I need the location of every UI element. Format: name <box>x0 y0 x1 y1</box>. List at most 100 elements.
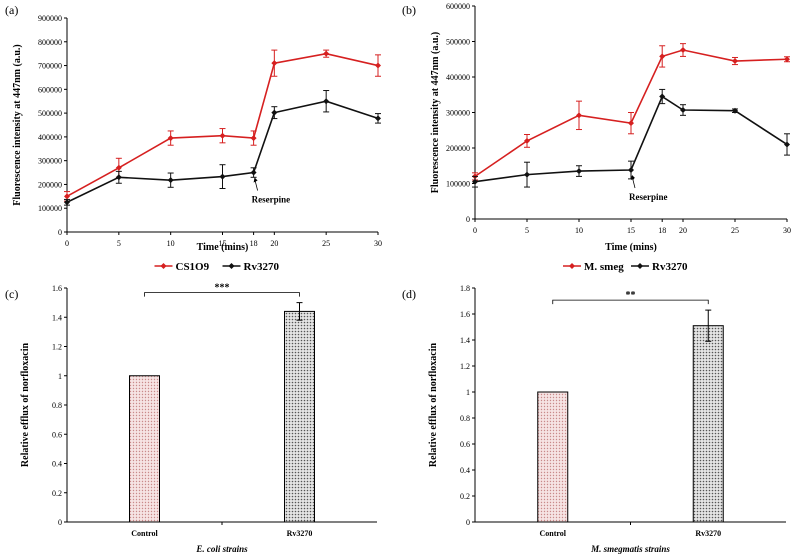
data-point <box>219 132 226 139</box>
y-tick-label: 300000 <box>446 109 470 118</box>
x-tick-label: 5 <box>525 226 529 235</box>
y-tick-label: 0.6 <box>52 430 62 439</box>
data-point <box>576 112 582 119</box>
x-axis-title: Time (mins) <box>197 242 249 253</box>
data-point <box>628 120 634 127</box>
legend-marker <box>160 263 167 269</box>
significance-label: *** <box>215 283 230 294</box>
y-tick-label: 700000 <box>38 62 62 71</box>
series-line <box>66 52 379 198</box>
legend-marker <box>228 263 235 269</box>
significance-bracket <box>144 292 300 297</box>
y-tick-label: 1.8 <box>460 284 470 293</box>
y-tick-label: 400000 <box>446 73 470 82</box>
series-cs1o9 <box>64 49 381 202</box>
y-tick-label: 1.6 <box>460 310 470 319</box>
data-point <box>784 141 790 148</box>
legend: M. smeg Rv3270 <box>563 261 688 273</box>
data-point <box>732 58 738 65</box>
data-point <box>115 164 122 171</box>
y-tick-label: 1 <box>466 388 470 397</box>
y-tick-label: 0.8 <box>52 401 62 410</box>
data-point <box>271 60 278 67</box>
data-point <box>375 115 381 122</box>
data-point <box>250 135 257 142</box>
y-tick-label: 1 <box>58 372 62 381</box>
data-point <box>115 174 122 181</box>
x-tick-label: 0 <box>65 239 69 248</box>
panel-d: (d) 0 0.2 0.4 0.6 0.8 1 1.2 1.4 1.6 1.8 Relative ef… <box>402 284 786 554</box>
series-rv3270 <box>472 88 790 188</box>
y-tick-label: 0 <box>466 215 470 224</box>
annotation-text: Reserpine <box>629 192 668 202</box>
data-point <box>167 135 174 142</box>
y-axis-title: Fluorescence intensity at 447nm (a.u.) <box>12 44 23 205</box>
data-point <box>732 107 738 114</box>
series-line <box>474 49 788 178</box>
y-tick-label: 1.4 <box>52 313 62 322</box>
x-axis-title: M. smegmatis strains <box>590 544 670 554</box>
x-tick-label: 30 <box>374 239 382 248</box>
y-tick-label: 0 <box>58 228 62 237</box>
x-axis-title: Time (mins) <box>605 242 657 253</box>
x-tick-label: Control <box>131 529 158 538</box>
panel-label: (c) <box>5 287 18 301</box>
data-point <box>271 109 278 116</box>
bar-control <box>537 391 569 523</box>
y-tick-label: 0.4 <box>52 460 62 469</box>
series-line <box>66 100 379 203</box>
annotation-arrowhead <box>253 177 258 183</box>
data-point <box>680 47 686 54</box>
y-axis-title: Relative efflux of norfloxacin <box>20 342 31 467</box>
data-point <box>375 62 381 69</box>
y-tick-label: 800000 <box>38 38 62 47</box>
y-tick-label: 0.6 <box>460 440 470 449</box>
y-tick-label: 200000 <box>446 144 470 153</box>
annotation-arrowhead <box>631 175 635 181</box>
y-tick-label: 0.4 <box>460 466 470 475</box>
y-axis-title: Fluorescence intensity at 447nm (a.u.) <box>430 32 441 193</box>
legend-entry: Rv3270 <box>652 261 688 273</box>
x-tick-label: Control <box>539 529 566 538</box>
y-tick-label: 0.8 <box>460 414 470 423</box>
series-line <box>474 95 788 183</box>
data-point <box>524 137 530 144</box>
panel-label: (d) <box>402 287 416 301</box>
panel-b: (b) 0 100000 200000 300000 400000 500000 600000… <box>402 2 791 273</box>
data-point <box>659 53 666 60</box>
data-point <box>576 168 582 175</box>
data-point <box>659 93 666 100</box>
series-rv3270 <box>64 90 381 206</box>
bar-rv3270 <box>284 310 315 523</box>
x-tick-label: 10 <box>575 226 583 235</box>
significance-label: ** <box>626 290 636 301</box>
y-tick-label: 1.4 <box>460 336 470 345</box>
y-tick-label: 0.2 <box>460 492 470 501</box>
data-point <box>64 199 70 206</box>
y-tick-label: 100000 <box>446 180 470 189</box>
x-tick-label: 5 <box>117 239 121 248</box>
x-tick-label: 20 <box>679 226 687 235</box>
data-point <box>64 193 70 200</box>
x-tick-label: 18 <box>658 226 666 235</box>
y-tick-label: 500000 <box>446 38 470 47</box>
y-tick-label: 1.2 <box>52 343 62 352</box>
data-point <box>524 171 530 178</box>
y-axis-title: Relative efflux of norfloxacin <box>428 342 439 467</box>
x-tick-label: Rv3270 <box>287 529 313 538</box>
data-point <box>323 50 330 57</box>
data-point <box>167 177 174 184</box>
x-tick-label: 10 <box>167 239 175 248</box>
x-tick-label: Rv3270 <box>695 529 721 538</box>
x-tick-label: 15 <box>627 226 635 235</box>
series-m-smeg <box>472 43 790 181</box>
x-tick-label: 18 <box>250 239 258 248</box>
y-tick-label: 400000 <box>38 133 62 142</box>
y-tick-label: 300000 <box>38 157 62 166</box>
x-axis-title: E. coli strains <box>195 544 248 554</box>
data-point <box>250 169 257 176</box>
legend-entry: Rv3270 <box>244 261 280 273</box>
y-tick-label: 1.6 <box>52 284 62 293</box>
panel-c: (c) 0 0.2 0.4 0.6 0.8 1 1.2 1.4 1.6 Relative efflu… <box>5 283 377 554</box>
